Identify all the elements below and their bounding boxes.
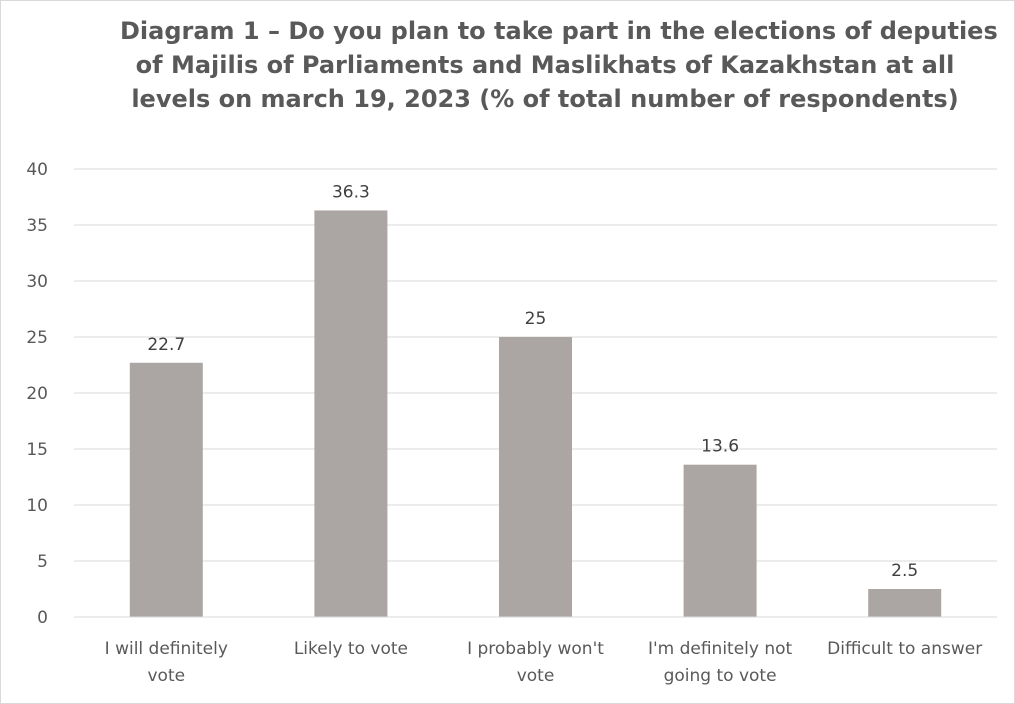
x-tick-label-2-line-1: Likely to vote	[294, 639, 408, 659]
bar-4	[683, 464, 757, 617]
y-tick-label-25: 25	[26, 328, 48, 348]
bar-2	[314, 210, 388, 617]
x-tick-label-4-line-2: going to vote	[664, 666, 777, 686]
bar-5	[868, 589, 942, 617]
y-tick-label-40: 40	[26, 160, 48, 180]
data-label-1: 22.7	[147, 335, 185, 355]
bar-3	[499, 337, 572, 617]
y-tick-label-30: 30	[26, 272, 48, 292]
x-tick-label-3-line-1: I probably won't	[467, 639, 604, 659]
x-tick-label-3-line-2: vote	[517, 666, 555, 686]
data-label-5: 2.5	[891, 561, 918, 581]
chart-title-line-3: levels on march 19, 2023 (% of total num…	[131, 85, 959, 113]
chart-title-line-2: of Majilis of Parliaments and Maslikhats…	[135, 51, 955, 79]
x-tick-label-4-line-1: I'm definitely not	[648, 639, 793, 659]
y-tick-label-35: 35	[26, 216, 48, 236]
data-label-2: 36.3	[332, 182, 370, 202]
bar-1	[129, 362, 203, 617]
data-label-4: 13.6	[701, 437, 739, 457]
y-tick-label-0: 0	[37, 608, 48, 628]
y-tick-label-5: 5	[37, 552, 48, 572]
data-label-3: 25	[525, 309, 547, 329]
y-tick-label-15: 15	[26, 440, 48, 460]
chart-title-line-1: Diagram 1 – Do you plan to take part in …	[120, 17, 998, 45]
x-tick-label-1-line-2: vote	[148, 666, 186, 686]
x-tick-label-5-line-1: Difficult to answer	[827, 639, 982, 659]
y-tick-label-10: 10	[26, 496, 48, 516]
y-tick-label-20: 20	[26, 384, 48, 404]
x-tick-label-1-line-1: I will definitely	[105, 639, 228, 659]
chart-title: Diagram 1 – Do you plan to take part in …	[120, 14, 998, 116]
